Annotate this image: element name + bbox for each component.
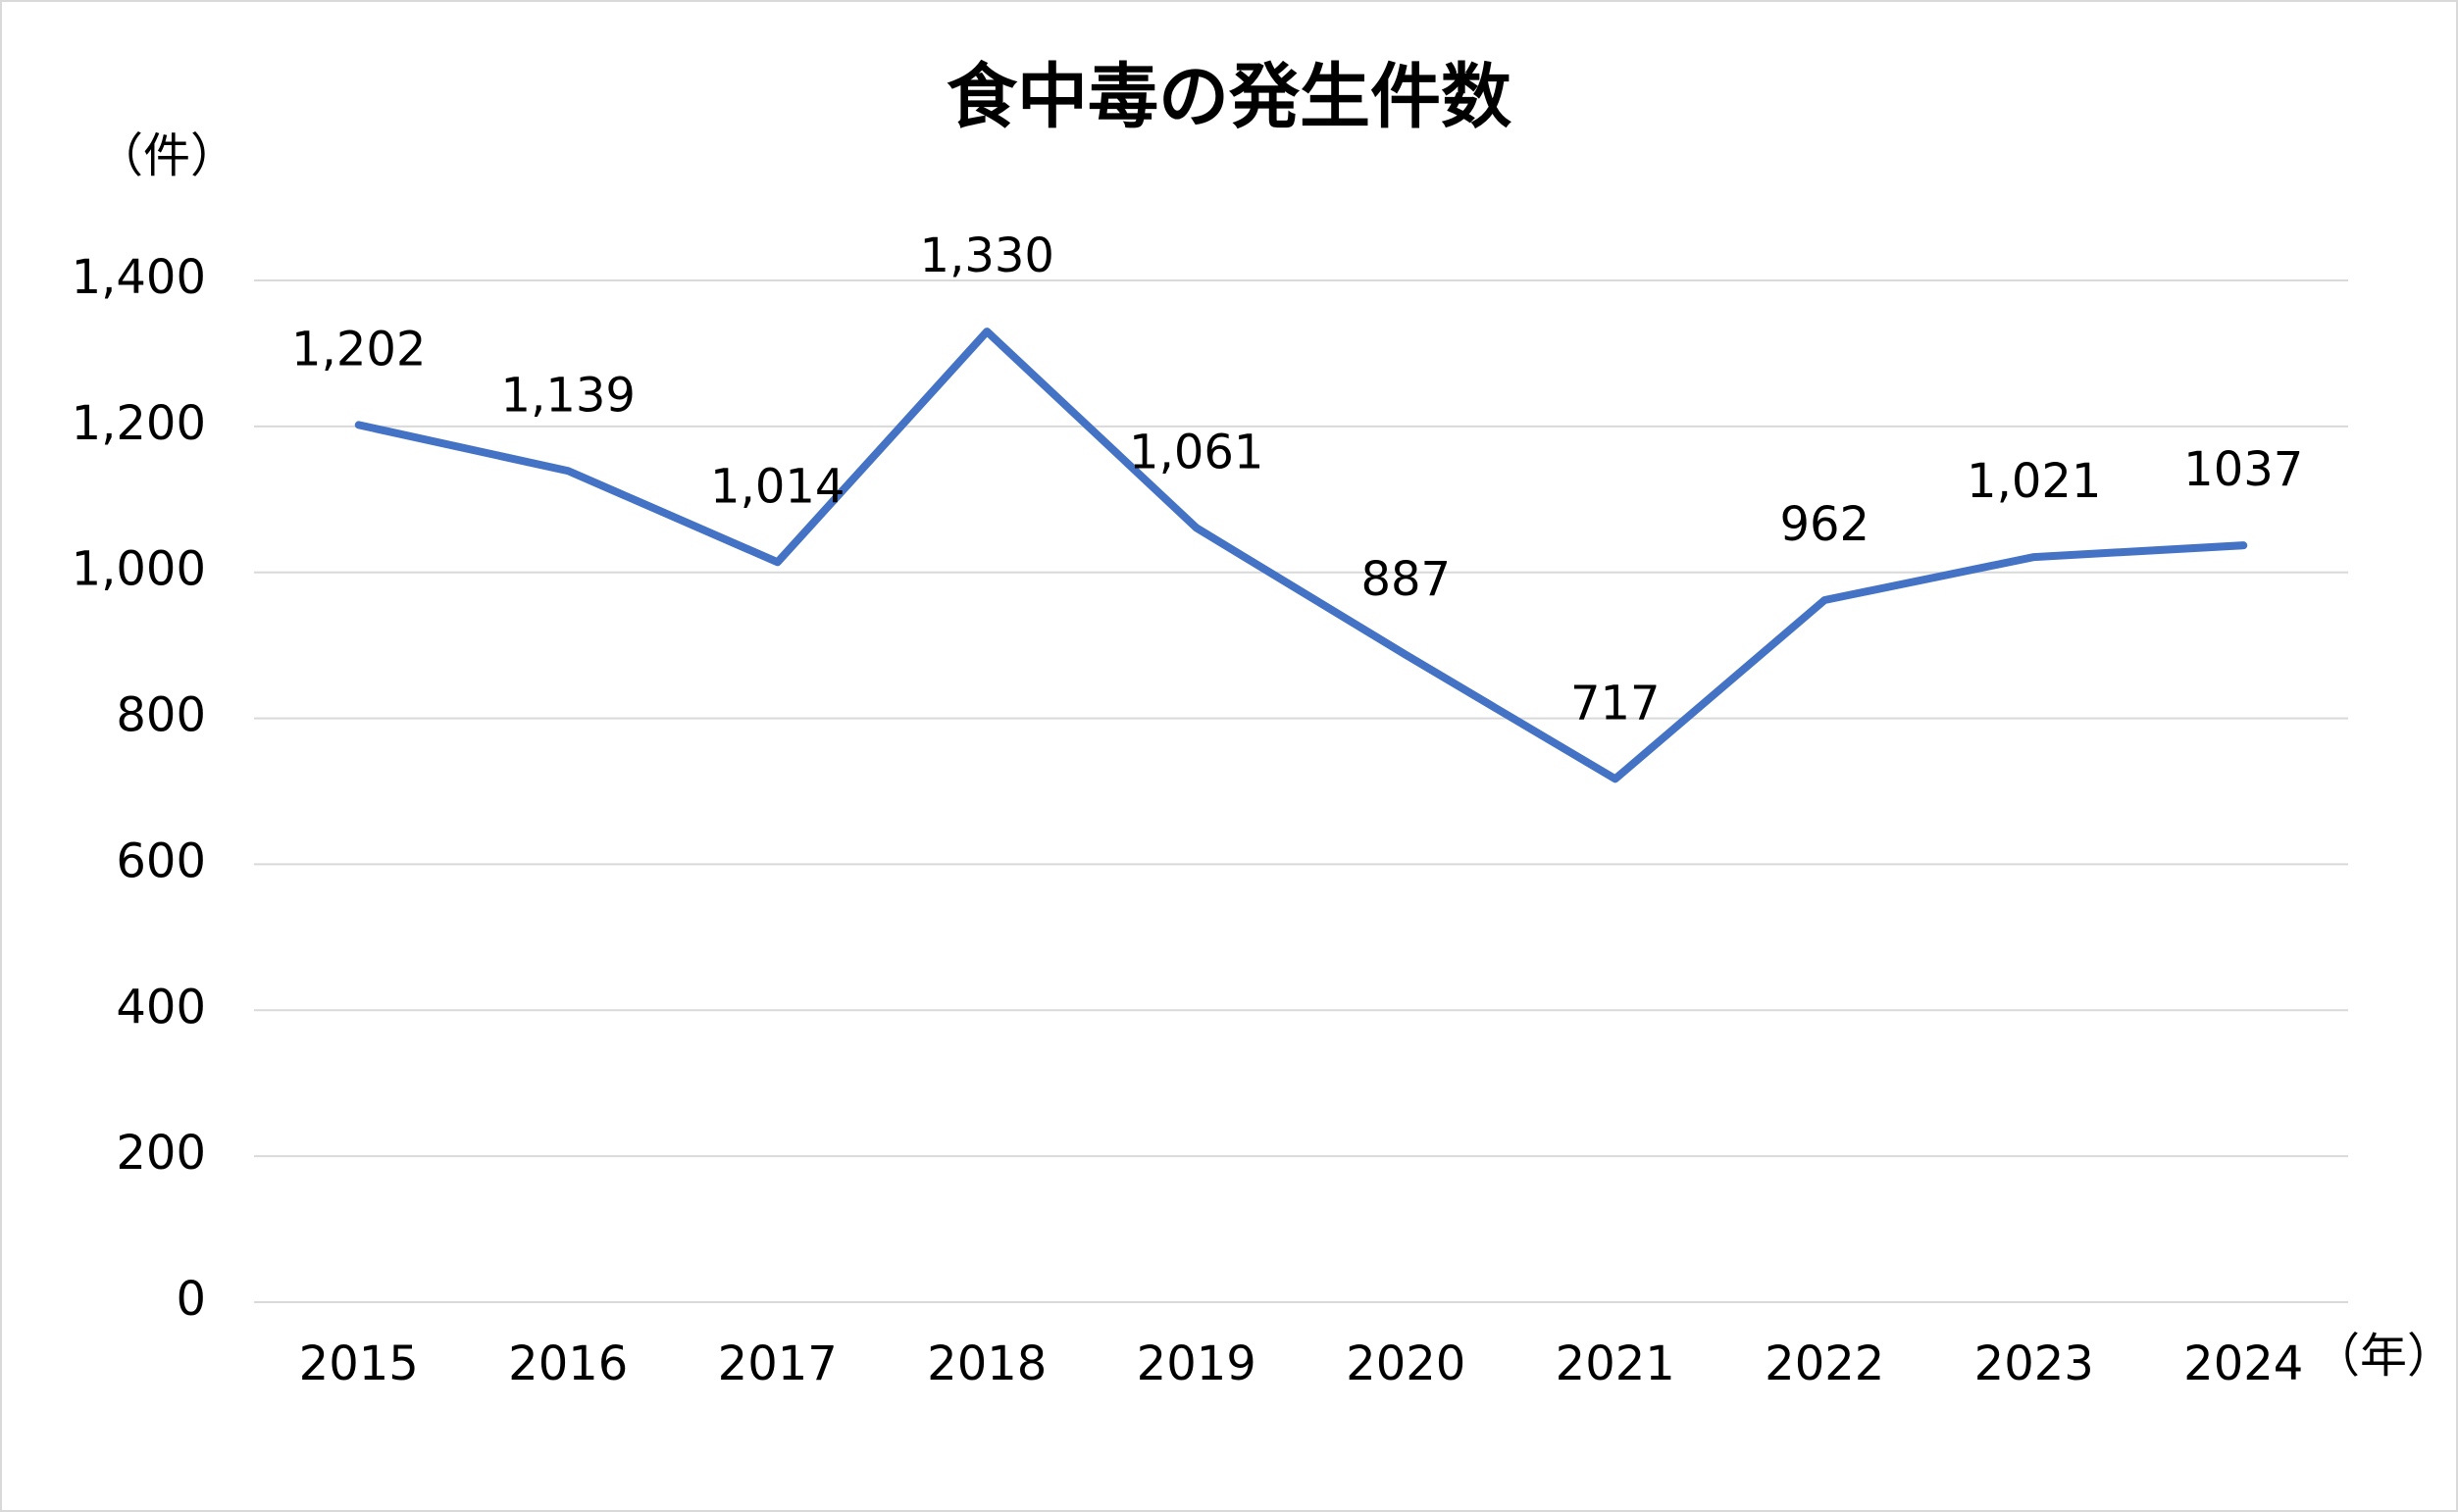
y-tick-label: 1,200 <box>72 396 206 451</box>
y-tick-label: 1,400 <box>72 250 206 305</box>
x-tick-label: 2016 <box>508 1336 628 1391</box>
x-tick-label: 2017 <box>718 1336 838 1391</box>
x-tick-label: 2022 <box>1765 1336 1884 1391</box>
data-line <box>354 328 2248 783</box>
y-tick-label: 200 <box>116 1126 206 1181</box>
x-tick-label: 2021 <box>1556 1336 1675 1391</box>
x-tick-label: 2018 <box>927 1336 1047 1391</box>
chart-title: 食中毒の発生件数 <box>947 56 1511 138</box>
y-axis-label: （件） <box>96 128 237 183</box>
x-tick-label: 2023 <box>1974 1336 2094 1391</box>
data-label: 1,330 <box>920 228 1054 283</box>
y-tick-label: 800 <box>116 688 206 743</box>
data-label: 1,014 <box>710 459 845 514</box>
data-label: 887 <box>1360 552 1451 607</box>
x-tick-label: 2020 <box>1346 1336 1465 1391</box>
y-tick-label: 1,000 <box>72 542 206 597</box>
y-tick-label: 600 <box>116 833 206 888</box>
x-tick-label: 2019 <box>1137 1336 1256 1391</box>
data-label: 962 <box>1779 497 1869 552</box>
data-label: 1,061 <box>1129 425 1263 479</box>
y-tick-label: 400 <box>116 980 206 1034</box>
data-label: 1,021 <box>1967 454 2101 509</box>
x-tick-label: 2015 <box>299 1336 419 1391</box>
data-label: 1,139 <box>501 368 636 423</box>
data-label: 717 <box>1570 676 1661 731</box>
data-label: 1,202 <box>291 322 426 377</box>
data-label: 1037 <box>2183 442 2303 497</box>
x-axis-label: （年） <box>2313 1329 2454 1384</box>
y-tick-label: 0 <box>176 1272 206 1327</box>
x-tick-label: 2024 <box>2183 1336 2303 1391</box>
